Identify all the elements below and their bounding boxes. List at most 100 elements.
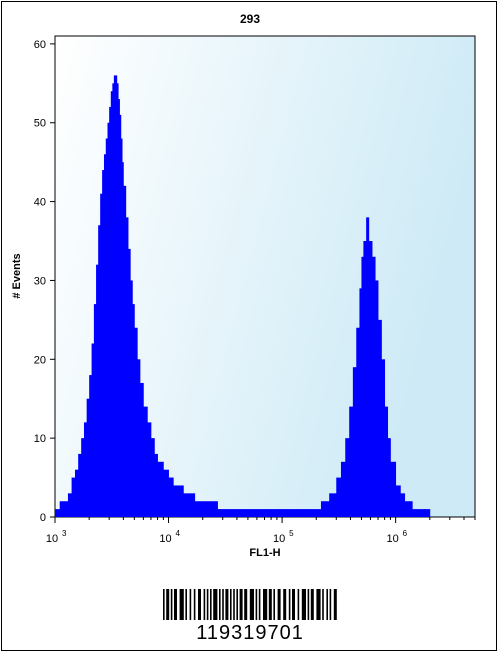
histogram-bin bbox=[120, 138, 123, 517]
histogram-bin bbox=[71, 477, 76, 517]
histogram-bin bbox=[267, 509, 278, 517]
histogram-bin bbox=[125, 217, 129, 518]
x-tick-exponent: 5 bbox=[289, 529, 294, 538]
barcode-bar bbox=[316, 589, 321, 620]
barcode-bar bbox=[263, 589, 268, 620]
histogram-bin bbox=[329, 493, 337, 517]
histogram-bin bbox=[311, 509, 322, 517]
barcode-number: 119319701 bbox=[196, 622, 304, 644]
histogram-bin bbox=[368, 241, 373, 517]
barcode-bar bbox=[185, 589, 187, 620]
y-tick-label: 30 bbox=[34, 275, 46, 287]
histogram-bin bbox=[55, 509, 61, 517]
barcode-bar bbox=[203, 589, 206, 620]
histogram-bin bbox=[134, 327, 138, 517]
x-axis-label: FL1-H bbox=[249, 547, 280, 559]
histogram-bin bbox=[98, 225, 101, 517]
barcode-bar bbox=[198, 589, 201, 620]
histogram-bin bbox=[83, 422, 88, 517]
x-axis: 10 3 10 4 10 5 10 6 bbox=[46, 517, 476, 545]
barcode-bar bbox=[206, 589, 209, 620]
histogram-bin bbox=[102, 170, 105, 518]
histogram-bin bbox=[381, 359, 386, 517]
x-tick-label: 10 bbox=[273, 533, 285, 545]
y-tick-label: 0 bbox=[40, 512, 46, 524]
histogram-bin bbox=[336, 477, 342, 517]
histogram-bin bbox=[118, 99, 120, 517]
histogram-bin bbox=[345, 438, 350, 517]
histogram-bin bbox=[123, 185, 127, 517]
histogram-bin bbox=[188, 493, 196, 517]
histogram-bin bbox=[147, 422, 152, 517]
histogram-bin bbox=[418, 509, 426, 517]
histogram-bin bbox=[372, 256, 376, 517]
barcode-bar bbox=[277, 589, 281, 620]
histogram-bin bbox=[168, 477, 174, 517]
barcode-bar bbox=[166, 589, 170, 620]
histogram-bin bbox=[202, 501, 211, 517]
histogram-bin bbox=[59, 501, 65, 517]
barcode-bar bbox=[213, 589, 218, 620]
barcode-bar bbox=[239, 589, 243, 620]
histogram-bin bbox=[116, 83, 119, 517]
histogram-bin bbox=[320, 501, 330, 517]
histogram-bin bbox=[395, 485, 401, 517]
histogram-bin bbox=[236, 509, 249, 517]
histogram-bin bbox=[93, 304, 97, 517]
histogram-bin bbox=[89, 375, 92, 517]
barcode-bar bbox=[189, 589, 192, 620]
histogram-bin bbox=[400, 493, 406, 517]
histogram-bin bbox=[81, 438, 85, 517]
y-tick-label: 50 bbox=[34, 118, 46, 130]
histogram-bin bbox=[363, 241, 367, 517]
barcode-bar bbox=[310, 589, 314, 620]
barcode-bar bbox=[219, 589, 221, 620]
histogram-bin bbox=[424, 509, 431, 517]
histogram-bin bbox=[109, 106, 112, 517]
barcode-bar bbox=[193, 589, 196, 620]
histogram-bin bbox=[91, 343, 95, 517]
barcode-bar bbox=[233, 589, 235, 620]
histogram-bin bbox=[356, 327, 360, 517]
histogram-bin bbox=[375, 280, 379, 517]
histogram-bin bbox=[63, 501, 69, 517]
histogram-bin bbox=[96, 264, 99, 517]
histogram-bin bbox=[154, 453, 158, 517]
histogram-bin bbox=[225, 509, 238, 517]
barcode-bar bbox=[170, 589, 173, 620]
histogram-bin bbox=[105, 138, 108, 517]
histogram-bin bbox=[387, 438, 391, 517]
histogram-bin bbox=[298, 509, 312, 517]
histogram-bin bbox=[67, 493, 72, 517]
histogram-bin bbox=[130, 280, 133, 517]
barcode-bar bbox=[322, 589, 324, 620]
barcode-bar bbox=[288, 589, 291, 620]
histogram-bin bbox=[100, 193, 103, 517]
barcode-bar bbox=[307, 589, 310, 620]
histogram-bin bbox=[359, 288, 362, 517]
histogram-bin bbox=[110, 91, 113, 517]
histogram-bin bbox=[378, 319, 382, 517]
x-tick-label: 10 bbox=[46, 533, 58, 545]
barcode-bar bbox=[249, 589, 254, 620]
barcode-bar bbox=[329, 589, 332, 620]
chart-title: 293 bbox=[240, 12, 260, 26]
barcode-bar bbox=[333, 589, 337, 620]
barcode-bar bbox=[179, 589, 184, 620]
histogram-bin bbox=[349, 406, 354, 517]
histogram-bin bbox=[150, 438, 155, 517]
x-tick-exponent: 6 bbox=[403, 529, 408, 538]
histogram-bin bbox=[183, 493, 189, 517]
y-tick-label: 20 bbox=[34, 354, 46, 366]
barcode-bar bbox=[258, 589, 261, 620]
barcode-bar bbox=[163, 589, 165, 620]
histogram-bin bbox=[404, 501, 413, 517]
barcode-bar bbox=[236, 589, 238, 620]
histogram-bin bbox=[217, 509, 227, 517]
histogram-bin bbox=[78, 453, 82, 517]
barcode-image bbox=[163, 589, 337, 620]
histogram-bin bbox=[163, 469, 169, 517]
histogram-bin bbox=[247, 509, 258, 517]
